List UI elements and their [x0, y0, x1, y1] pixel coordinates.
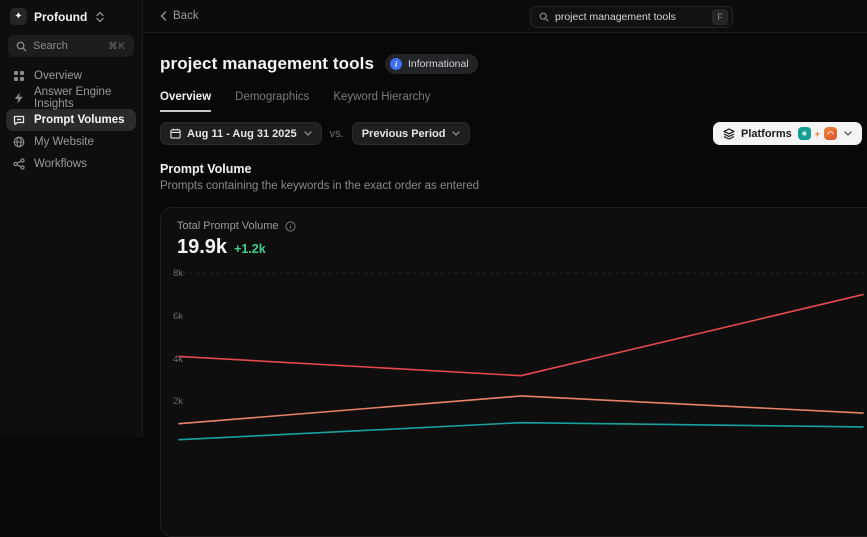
- stat-label: Total Prompt Volume: [177, 220, 279, 232]
- search-key-badge: F: [712, 9, 728, 25]
- global-search-input[interactable]: project management tools F: [530, 6, 733, 28]
- sidebar-item-my-website[interactable]: My Website: [6, 131, 136, 153]
- sidebar-item-workflows[interactable]: Workflows: [6, 153, 136, 175]
- section-title: Prompt Volume: [160, 162, 252, 176]
- date-range-picker[interactable]: Aug 11 - Aug 31 2025: [160, 122, 322, 145]
- chevrons-updown-icon: [96, 11, 105, 23]
- sidebar: ✦ Profound Search ⌘K Overview Answer Eng…: [0, 0, 143, 437]
- tab-demographics[interactable]: Demographics: [235, 91, 310, 103]
- search-icon: [16, 41, 27, 52]
- chat-bubble-icon: [13, 114, 26, 127]
- sidebar-item-answer-engine-insights[interactable]: Answer Engine Insights: [6, 86, 136, 110]
- prompt-volume-card: Total Prompt Volume 19.9k +1.2k 2k 4k 6k 8k: [160, 207, 867, 537]
- y-axis-tick: 8k: [173, 268, 184, 280]
- layers-icon: [723, 127, 735, 140]
- back-label: Back: [173, 10, 199, 22]
- sidebar-nav: Overview Answer Engine Insights Prompt V…: [0, 65, 142, 175]
- main-area: Back project management tools F project …: [143, 0, 867, 537]
- filter-bar: Aug 11 - Aug 31 2025 vs. Previous Period…: [160, 122, 867, 145]
- chevron-down-icon: [452, 131, 461, 136]
- globe-icon: [13, 136, 26, 149]
- y-axis-tick: 6k: [173, 310, 184, 322]
- chevron-down-icon: [303, 131, 312, 136]
- page-content: project management tools i Informational…: [143, 54, 867, 537]
- series-teal-line: [178, 421, 864, 441]
- platforms-filter-button[interactable]: Platforms ✳ + ◠: [713, 122, 863, 145]
- share-icon: [13, 158, 26, 171]
- sidebar-item-label: Overview: [34, 70, 82, 82]
- search-shortcut: ⌘K: [108, 40, 126, 52]
- info-icon[interactable]: [284, 220, 296, 232]
- compare-period-dropdown[interactable]: Previous Period: [351, 122, 471, 145]
- chevron-left-icon: [160, 11, 167, 21]
- y-axis-tick: 4k: [173, 353, 184, 365]
- series-red-line: [178, 293, 864, 377]
- sidebar-item-label: Workflows: [34, 158, 87, 170]
- sidebar-search[interactable]: Search ⌘K: [8, 35, 134, 57]
- platform-chip-icon: ◠: [824, 127, 838, 140]
- sidebar-item-prompt-volumes[interactable]: Prompt Volumes: [6, 109, 136, 131]
- sidebar-item-label: Prompt Volumes: [34, 114, 125, 126]
- sidebar-item-label: My Website: [34, 136, 94, 148]
- sidebar-item-overview[interactable]: Overview: [6, 65, 136, 87]
- topbar: Back project management tools F: [143, 0, 867, 33]
- calendar-icon: [170, 128, 181, 139]
- info-circle-icon: i: [390, 58, 402, 70]
- stat-value: 19.9k: [177, 236, 228, 258]
- search-icon: [539, 12, 549, 22]
- page-title: project management tools: [160, 54, 374, 73]
- bolt-icon: [13, 92, 26, 105]
- global-search-value: project management tools: [555, 11, 676, 23]
- profound-logo-icon: ✦: [10, 8, 27, 25]
- app-name: Profound: [34, 9, 88, 24]
- tab-overview[interactable]: Overview: [160, 91, 212, 112]
- intent-badge-label: Informational: [408, 58, 469, 70]
- chevron-down-icon: [844, 131, 852, 136]
- workspace-switcher[interactable]: ✦ Profound: [0, 0, 142, 31]
- tab-keyword-hierarchy[interactable]: Keyword Hierarchy: [333, 91, 431, 103]
- sidebar-item-label: Answer Engine Insights: [34, 86, 112, 110]
- search-label: Search: [33, 40, 68, 52]
- platforms-label: Platforms: [741, 127, 792, 140]
- intent-badge: i Informational: [385, 54, 478, 74]
- plus-icon: +: [814, 128, 821, 139]
- back-button[interactable]: Back: [160, 10, 199, 22]
- vs-label: vs.: [329, 127, 344, 140]
- series-orange-line: [178, 395, 864, 425]
- prompt-volume-chart: [175, 272, 867, 441]
- stat-delta: +1.2k: [234, 242, 266, 256]
- date-range-label: Aug 11 - Aug 31 2025: [187, 127, 297, 140]
- section-subtitle: Prompts containing the keywords in the e…: [160, 180, 479, 192]
- compare-period-label: Previous Period: [361, 127, 446, 140]
- platform-chip-icon: ✳: [797, 127, 811, 140]
- tab-bar: Overview Demographics Keyword Hierarchy: [160, 91, 867, 112]
- grid-icon: [13, 70, 26, 83]
- y-axis-tick: 2k: [173, 396, 184, 408]
